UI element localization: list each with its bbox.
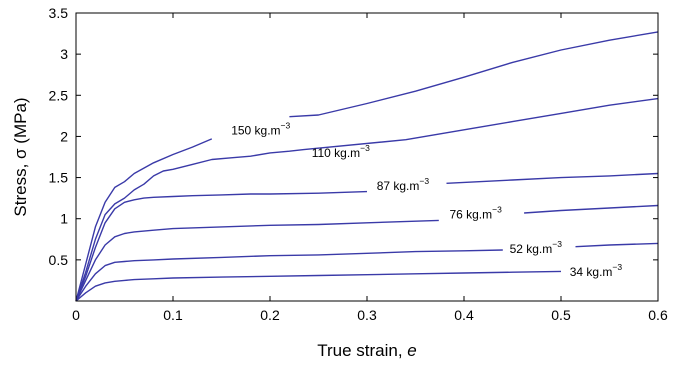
series-label-text: 150 kg.m <box>231 124 280 138</box>
series-label-text: 110 kg.m <box>312 146 360 160</box>
series-label: 52 kg.m−3 <box>510 239 563 256</box>
series-label-text: 52 kg.m <box>510 242 553 256</box>
series-line <box>75 97 659 302</box>
series-label: 34 kg.m−3 <box>570 262 623 279</box>
series-label-exponent: −3 <box>281 121 291 131</box>
series-label: 87 kg.m−3 <box>377 176 430 193</box>
y-tick-label: 2.5 <box>49 87 69 103</box>
x-axis-title-variable: e <box>407 341 416 360</box>
x-tick-label: 0.5 <box>551 307 571 323</box>
y-tick-label: 0.5 <box>49 252 69 268</box>
series-label: 76 kg.m−3 <box>449 205 502 222</box>
series-label-exponent: −3 <box>419 176 429 186</box>
series-line <box>75 204 659 302</box>
series-label: 150 kg.m−3 <box>231 121 290 138</box>
series-label-text: 87 kg.m <box>377 179 420 193</box>
y-tick-label: 1.5 <box>49 170 69 186</box>
series-layer <box>75 31 659 302</box>
series-label-text: 34 kg.m <box>570 265 613 279</box>
series-label-exponent: −3 <box>492 205 502 215</box>
x-tick-label: 0.2 <box>260 307 280 323</box>
y-axis-title: Stress, σ (MPa) <box>11 97 30 216</box>
y-tick-label: 3 <box>60 46 68 62</box>
x-axis-title-text: True strain, <box>317 341 407 360</box>
x-tick-label: 0 <box>72 307 80 323</box>
x-tick-label: 0.6 <box>648 307 668 323</box>
y-tick-label: 1 <box>60 211 68 227</box>
series-label: 110 kg.m−3 <box>312 143 370 160</box>
series-line <box>75 242 659 302</box>
x-tick-label: 0.3 <box>357 307 377 323</box>
series-label-exponent: −3 <box>612 262 622 272</box>
plot-frame <box>75 12 659 302</box>
y-tick-label: 3.5 <box>49 5 69 21</box>
x-tick-label: 0.1 <box>163 307 183 323</box>
x-axis-title: True strain, e <box>317 341 417 360</box>
series-label-text: 76 kg.m <box>449 208 492 222</box>
y-axis-ticks: 0.5 1 1.5 2 2.5 3 3.5 <box>49 5 658 268</box>
series-label-exponent: −3 <box>552 239 562 249</box>
series-label-exponent: −3 <box>360 143 370 153</box>
x-tick-label: 0.4 <box>454 307 474 323</box>
series-line <box>75 172 659 302</box>
series-line <box>75 31 659 302</box>
x-axis-ticks: 0 0.1 0.2 0.3 0.4 0.5 0.6 <box>72 13 668 323</box>
y-tick-label: 2 <box>60 128 68 144</box>
